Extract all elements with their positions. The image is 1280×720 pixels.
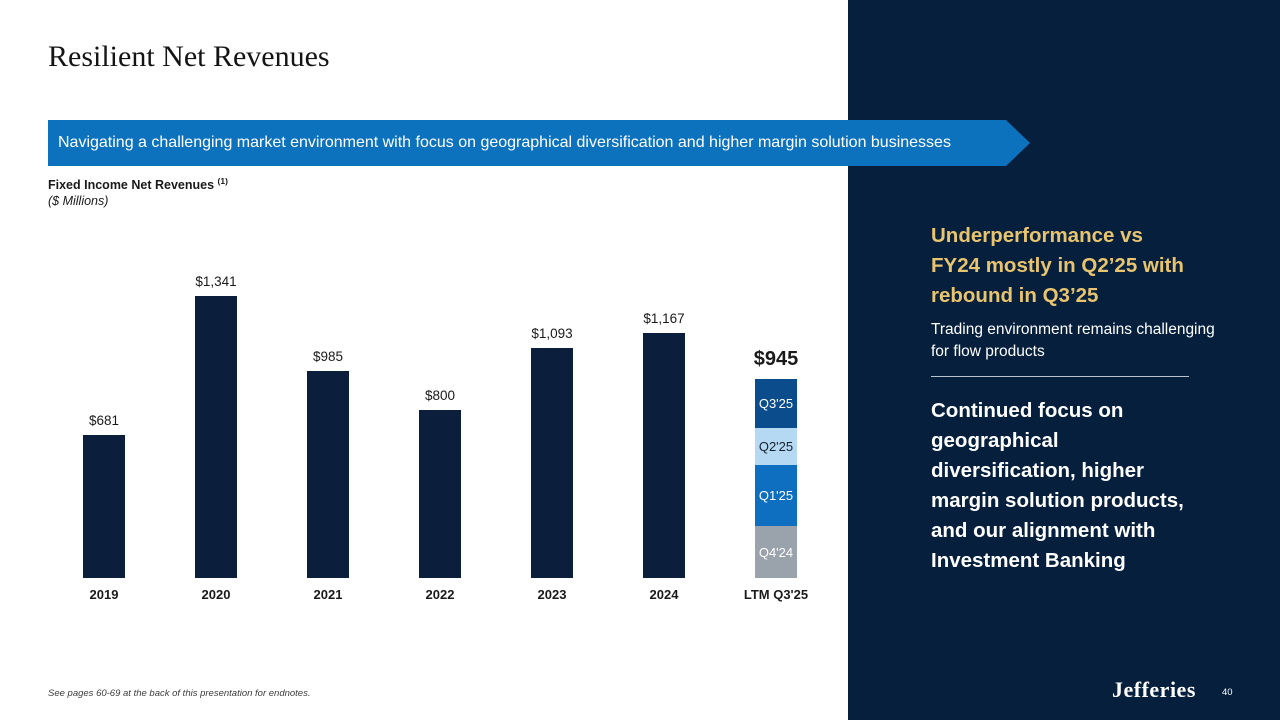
bar-value-label: $1,167: [643, 311, 685, 326]
chart-column-2020: $1,341 2020: [160, 240, 272, 602]
chart-plot-cell: $800: [419, 240, 461, 578]
sidebar-subtext: Trading environment remains challenging …: [931, 321, 1215, 360]
bar: [531, 348, 573, 578]
x-axis-label: 2024: [649, 587, 679, 602]
page-number: 40: [1222, 687, 1233, 698]
bar: [83, 435, 125, 578]
bar-value-label: $681: [88, 413, 120, 428]
banner-text: Navigating a challenging market environm…: [58, 134, 951, 151]
key-message-banner: Navigating a challenging market environm…: [48, 120, 1030, 166]
bar-segment-q4-24: Q4'24: [755, 526, 797, 578]
stacked-bar: Q3'25 Q2'25 Q1'25 Q4'24: [755, 379, 797, 578]
chart-plot-cell: $945 Q3'25 Q2'25 Q1'25 Q4'24: [753, 240, 799, 578]
x-axis-label: 2020: [201, 587, 231, 602]
bar-segment-q2-25: Q2'25: [755, 428, 797, 465]
bar-segment-q3-25: Q3'25: [755, 379, 797, 428]
chart-header: Fixed Income Net Revenues (1) ($ Million…: [48, 176, 228, 208]
fixed-income-bar-chart: $681 2019 $1,341 2020 $985 2021 $800 2022 $1,093…: [48, 240, 832, 602]
x-axis-label: 2023: [537, 587, 567, 602]
sidebar-content: Underperformance vs FY24 mostly in Q2’25…: [931, 221, 1231, 576]
chart-column-2023: $1,093 2023: [496, 240, 608, 602]
x-axis-label: 2022: [425, 587, 455, 602]
slide-title: Resilient Net Revenues: [48, 40, 330, 73]
bar-value-label: $800: [424, 388, 456, 403]
x-axis-label: 2019: [89, 587, 119, 602]
chart-column-2019: $681 2019: [48, 240, 160, 602]
x-axis-label: LTM Q3'25: [743, 587, 809, 602]
bar: [419, 410, 461, 578]
bar: [195, 296, 237, 578]
sidebar-heading: Underperformance vs FY24 mostly in Q2’25…: [931, 224, 1184, 307]
bar-value-label: $1,341: [195, 274, 237, 289]
chart-column-2024: $1,167 2024: [608, 240, 720, 602]
bar-value-label: $1,093: [531, 326, 573, 341]
bar: [307, 371, 349, 578]
chart-title: Fixed Income Net Revenues (1): [48, 176, 228, 193]
chart-plot-cell: $985: [307, 240, 349, 578]
chart-column-2021: $985 2021: [272, 240, 384, 602]
sidebar-body-text: Continued focus on geographical diversif…: [931, 399, 1184, 572]
sidebar-divider: [931, 376, 1189, 377]
x-axis-label: 2021: [313, 587, 343, 602]
total-value-label: $945: [753, 348, 799, 370]
chart-column-ltm-q3-25: $945 Q3'25 Q2'25 Q1'25 Q4'24 LTM Q3'25: [720, 240, 832, 602]
chart-plot-cell: $1,167: [643, 240, 685, 578]
endnotes-footnote: See pages 60-69 at the back of this pres…: [48, 688, 311, 699]
chart-plot-cell: $1,341: [195, 240, 237, 578]
chart-plot-cell: $681: [83, 240, 125, 578]
chart-plot-cell: $1,093: [531, 240, 573, 578]
jefferies-logo: Jefferies: [1112, 677, 1196, 702]
chart-column-2022: $800 2022: [384, 240, 496, 602]
chart-footnote-ref: (1): [217, 176, 228, 186]
bar: [643, 333, 685, 578]
bar-segment-q1-25: Q1'25: [755, 465, 797, 526]
chart-units: ($ Millions): [48, 194, 109, 209]
bar-value-label: $985: [312, 349, 344, 364]
